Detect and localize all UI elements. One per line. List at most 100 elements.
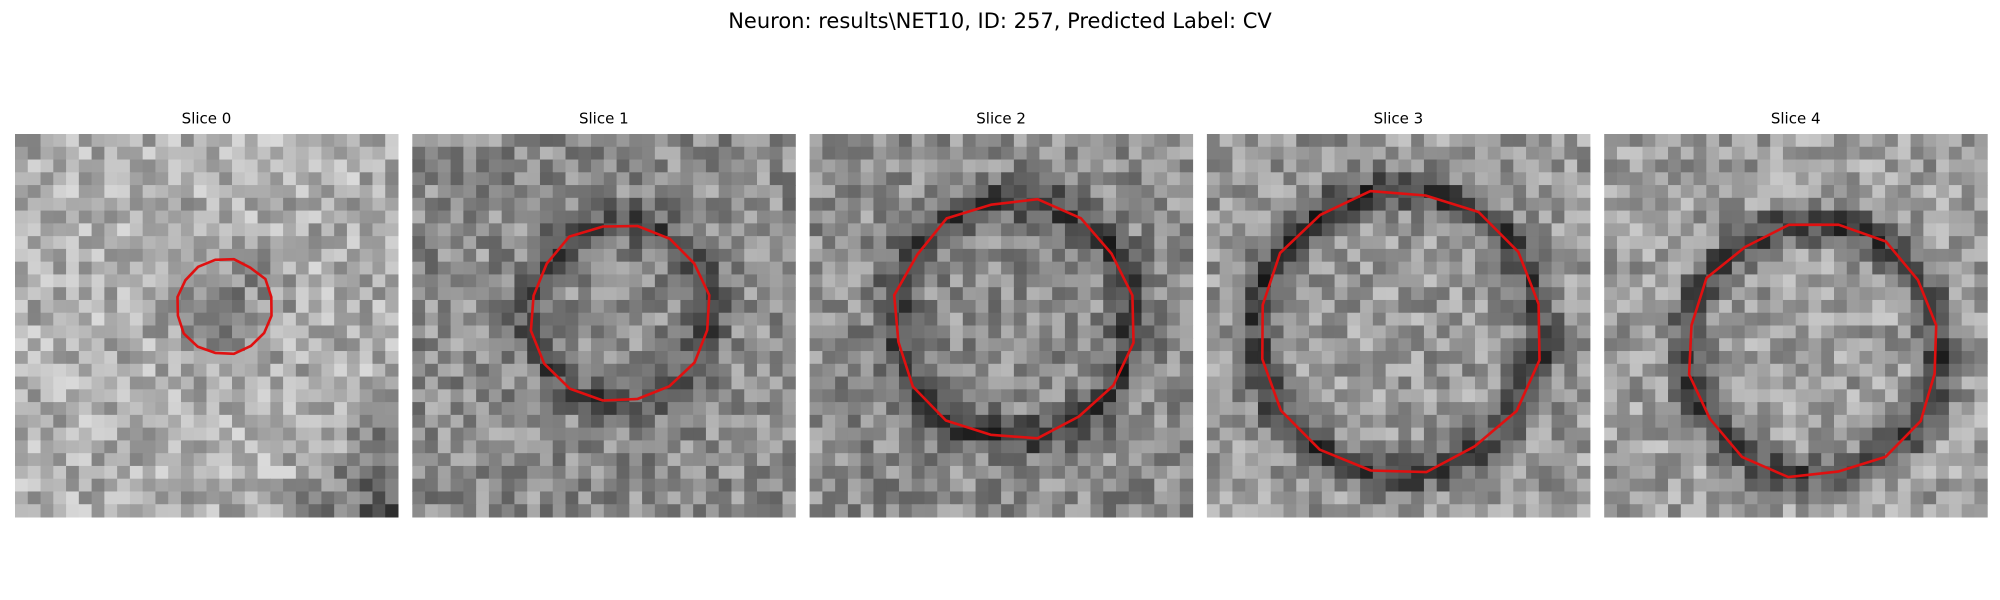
pixel bbox=[308, 146, 322, 161]
pixel bbox=[1398, 287, 1412, 301]
pixel bbox=[1834, 172, 1848, 186]
pixel bbox=[1296, 478, 1310, 492]
pixel bbox=[66, 325, 80, 339]
pixel bbox=[372, 223, 386, 237]
pixel bbox=[1219, 338, 1233, 352]
pixel bbox=[1693, 248, 1707, 263]
pixel bbox=[1834, 236, 1848, 250]
pixel bbox=[1936, 299, 1950, 314]
pixel bbox=[463, 376, 477, 390]
pixel bbox=[809, 363, 823, 378]
pixel bbox=[1577, 325, 1591, 339]
pixel bbox=[1795, 453, 1809, 467]
pixel bbox=[53, 134, 67, 148]
pixel bbox=[1039, 491, 1053, 505]
pixel bbox=[1398, 223, 1412, 237]
pixel bbox=[501, 134, 515, 148]
pixel bbox=[66, 351, 80, 365]
pixel bbox=[873, 210, 887, 224]
pixel bbox=[1385, 248, 1399, 263]
pixel bbox=[257, 172, 271, 186]
pixel bbox=[78, 453, 93, 467]
pixel bbox=[1923, 504, 1937, 518]
pixel bbox=[642, 312, 656, 326]
pixel bbox=[1897, 261, 1912, 275]
pixel bbox=[1128, 274, 1143, 288]
pixel bbox=[1859, 248, 1873, 263]
pixel bbox=[27, 453, 42, 467]
pixel bbox=[1372, 312, 1387, 326]
pixel bbox=[385, 453, 399, 467]
pixel bbox=[1604, 248, 1618, 263]
pixel bbox=[476, 402, 490, 416]
pixel bbox=[1385, 172, 1399, 186]
pixel bbox=[1026, 146, 1040, 161]
pixel bbox=[1449, 134, 1463, 148]
pixel bbox=[539, 504, 554, 518]
pixel bbox=[308, 351, 322, 365]
pixel bbox=[27, 197, 42, 212]
pixel bbox=[476, 274, 490, 288]
pixel bbox=[1090, 478, 1104, 492]
pixel bbox=[718, 274, 732, 288]
pixel bbox=[91, 453, 105, 467]
pixel bbox=[757, 185, 771, 199]
pixel bbox=[117, 223, 131, 237]
pixel bbox=[847, 478, 862, 492]
pixel bbox=[962, 478, 977, 492]
pixel bbox=[129, 414, 144, 429]
pixel bbox=[950, 465, 964, 480]
pixel bbox=[437, 210, 452, 224]
pixel bbox=[654, 172, 669, 186]
pixel bbox=[1974, 172, 1988, 186]
pixel bbox=[129, 427, 144, 441]
pixel bbox=[950, 363, 964, 378]
pixel bbox=[501, 159, 515, 173]
pixel bbox=[1232, 287, 1246, 301]
pixel bbox=[1513, 287, 1527, 301]
pixel bbox=[1706, 363, 1720, 378]
pixel bbox=[53, 197, 67, 212]
pixel bbox=[1411, 440, 1425, 454]
pixel bbox=[705, 223, 720, 237]
pixel bbox=[1706, 389, 1720, 403]
pixel bbox=[1039, 159, 1053, 173]
pixel bbox=[1782, 338, 1797, 352]
pixel bbox=[822, 146, 836, 161]
pixel bbox=[450, 299, 464, 314]
pixel bbox=[847, 351, 862, 365]
pixel bbox=[1026, 491, 1040, 505]
pixel bbox=[835, 236, 849, 250]
pixel bbox=[232, 134, 246, 148]
pixel bbox=[1398, 185, 1412, 199]
pixel bbox=[219, 197, 233, 212]
pixel bbox=[591, 274, 605, 288]
pixel bbox=[1487, 351, 1502, 365]
pixel bbox=[744, 376, 758, 390]
pixel bbox=[1090, 312, 1104, 326]
pixel bbox=[501, 402, 515, 416]
pixel bbox=[1629, 414, 1643, 429]
pixel bbox=[1744, 440, 1758, 454]
pixel bbox=[385, 312, 399, 326]
pixel bbox=[757, 248, 771, 263]
pixel bbox=[66, 210, 80, 224]
pixel bbox=[1910, 325, 1924, 339]
pixel bbox=[1462, 248, 1476, 263]
pixel bbox=[91, 197, 105, 212]
pixel bbox=[1436, 274, 1450, 288]
pixel bbox=[1487, 376, 1502, 390]
pixel bbox=[1551, 210, 1565, 224]
pixel bbox=[1090, 210, 1104, 224]
pixel bbox=[308, 312, 322, 326]
pixel bbox=[385, 325, 399, 339]
pixel bbox=[1923, 223, 1937, 237]
pixel bbox=[1360, 414, 1374, 429]
pixel bbox=[193, 465, 207, 480]
pixel bbox=[1706, 248, 1720, 263]
pixel bbox=[91, 440, 105, 454]
pixel bbox=[1245, 363, 1259, 378]
pixel bbox=[206, 236, 220, 250]
pixel bbox=[1680, 351, 1695, 365]
pixel bbox=[425, 351, 439, 365]
